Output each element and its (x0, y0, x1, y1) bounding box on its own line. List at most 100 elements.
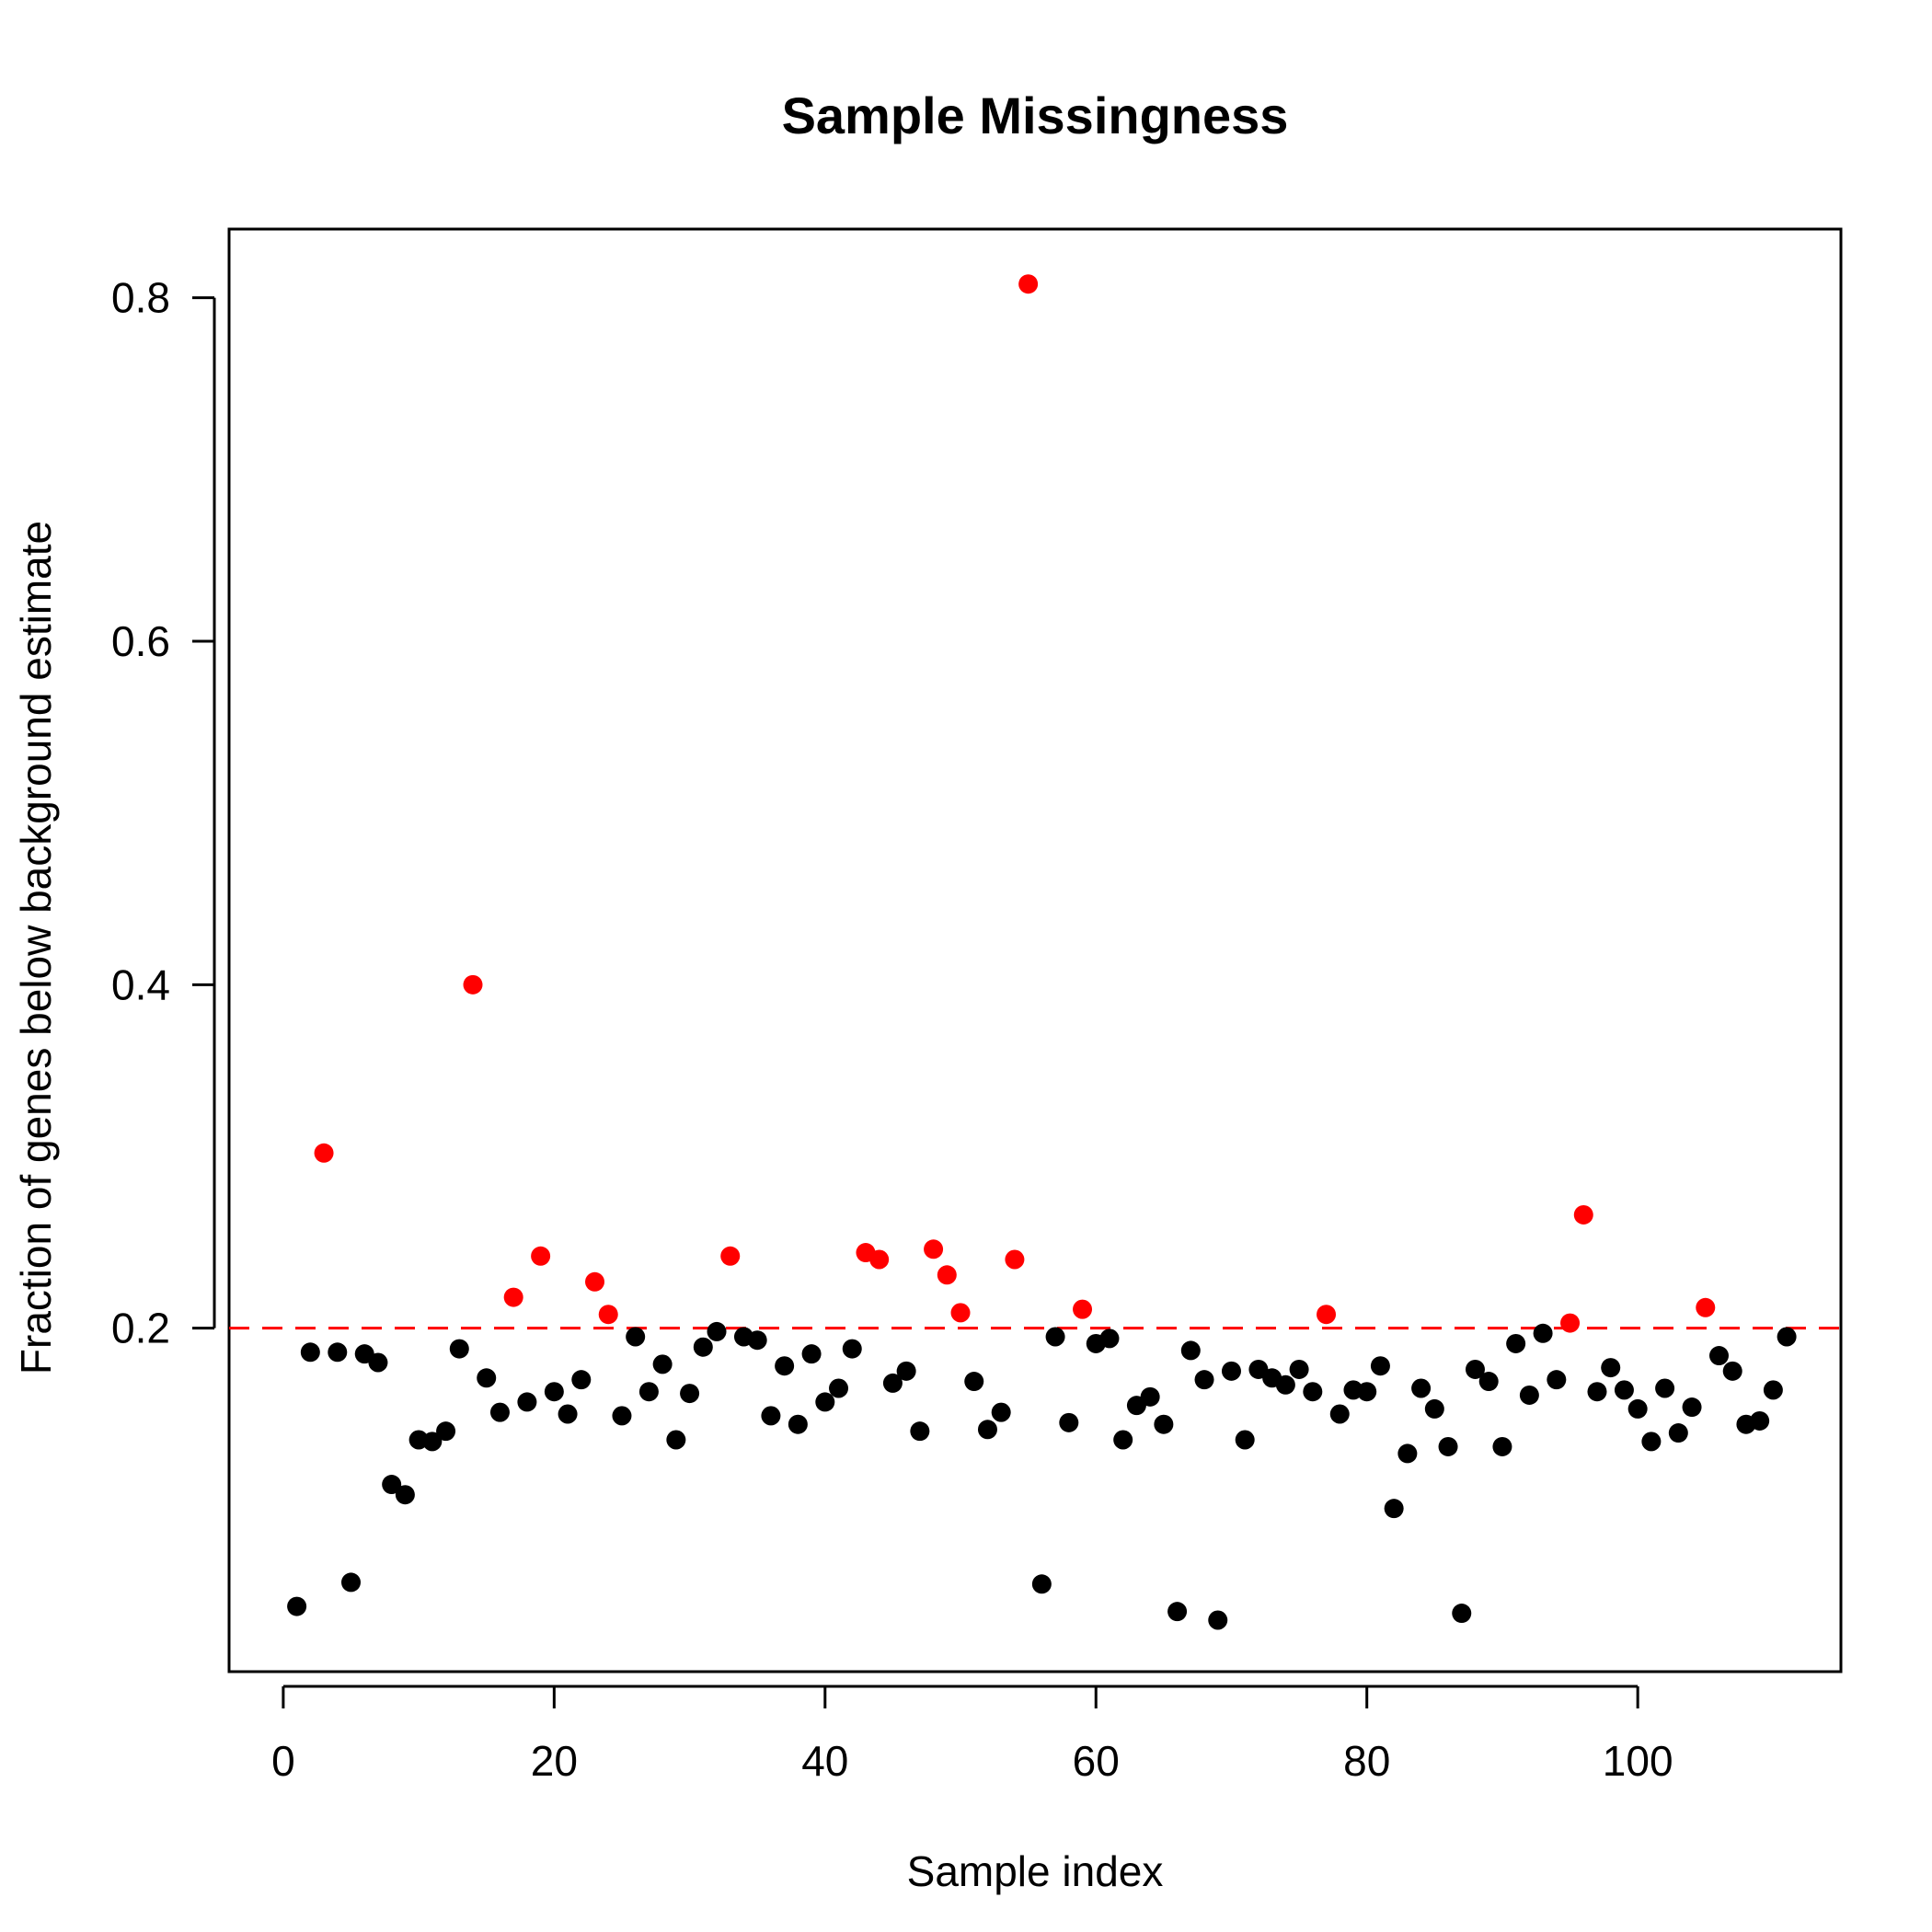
data-point (1573, 1204, 1593, 1225)
plot-frame (227, 227, 1843, 1673)
data-point (449, 1339, 469, 1359)
data-point (1614, 1380, 1634, 1400)
y-tick-label: 0.2 (111, 1305, 170, 1352)
data-point (693, 1337, 713, 1357)
data-point (463, 974, 483, 995)
data-point (328, 1342, 348, 1363)
data-point (1167, 1602, 1188, 1622)
data-point (1777, 1327, 1797, 1347)
data-point (1154, 1414, 1174, 1434)
data-point (1031, 1574, 1052, 1594)
x-tick-label: 60 (1073, 1737, 1120, 1785)
data-point (287, 1596, 307, 1616)
data-point (1059, 1412, 1079, 1432)
data-point (314, 1143, 334, 1163)
data-point (1099, 1328, 1120, 1349)
data-point (1438, 1436, 1458, 1456)
data-point (1235, 1430, 1255, 1450)
data-point (1194, 1370, 1214, 1390)
data-point (1465, 1359, 1485, 1379)
data-point (368, 1352, 388, 1373)
data-point (1113, 1430, 1133, 1450)
data-point (937, 1265, 957, 1285)
data-point (395, 1485, 415, 1505)
data-point (1384, 1499, 1404, 1519)
data-point (1208, 1610, 1228, 1630)
data-point (910, 1421, 930, 1442)
data-point (788, 1414, 808, 1434)
data-point (1303, 1382, 1323, 1402)
data-point (612, 1406, 632, 1426)
data-point (1560, 1313, 1581, 1333)
data-point (558, 1404, 578, 1424)
data-point (1533, 1323, 1553, 1343)
data-point (571, 1370, 592, 1390)
data-point (720, 1246, 741, 1266)
data-point (1763, 1380, 1783, 1400)
data-point (422, 1432, 443, 1452)
data-point (1750, 1410, 1770, 1431)
data-point (1722, 1361, 1742, 1381)
data-point (707, 1321, 727, 1341)
data-point (477, 1368, 497, 1388)
data-point (991, 1402, 1011, 1422)
data-point (489, 1402, 510, 1422)
x-tick-label: 80 (1343, 1737, 1390, 1785)
y-tick-label: 0.6 (111, 617, 170, 665)
data-point (531, 1246, 551, 1266)
data-point (950, 1303, 971, 1323)
data-point (1370, 1356, 1390, 1376)
data-point (544, 1382, 564, 1402)
data-point (1411, 1378, 1432, 1398)
y-tick-label: 0.8 (111, 274, 170, 322)
data-point (382, 1475, 402, 1495)
data-point (1587, 1382, 1607, 1402)
data-point (1329, 1404, 1350, 1424)
data-point (652, 1354, 673, 1374)
data-point (1478, 1372, 1499, 1392)
x-tick-label: 0 (271, 1737, 295, 1785)
data-point (1668, 1423, 1688, 1443)
data-point (503, 1287, 523, 1307)
data-point (1397, 1443, 1418, 1464)
data-point (1317, 1305, 1337, 1325)
data-point (747, 1330, 767, 1351)
data-point (341, 1572, 362, 1593)
data-point (626, 1327, 646, 1347)
data-point (1180, 1340, 1201, 1361)
data-point (598, 1305, 618, 1325)
data-point (1452, 1604, 1472, 1624)
y-tick-label: 0.4 (111, 960, 170, 1008)
data-point (517, 1392, 537, 1412)
data-point (977, 1420, 997, 1440)
data-point (1492, 1436, 1512, 1456)
y-axis-label: Fraction of genes below background estim… (12, 521, 60, 1374)
data-point (964, 1372, 984, 1392)
data-point (761, 1406, 781, 1426)
data-point (585, 1271, 605, 1292)
data-point (666, 1430, 686, 1450)
data-point (801, 1344, 822, 1364)
data-point (1655, 1378, 1675, 1398)
data-point (1641, 1432, 1662, 1452)
data-point (1045, 1327, 1065, 1347)
data-point (815, 1392, 835, 1412)
data-point (842, 1339, 862, 1359)
y-axis: 0.2 0.4 0.6 0.8 (111, 274, 216, 1352)
data-point (1289, 1359, 1309, 1379)
x-tick-label: 100 (1603, 1737, 1673, 1785)
data-point (1506, 1333, 1526, 1353)
data-point (680, 1384, 700, 1404)
data-point (1005, 1249, 1025, 1270)
data-point (638, 1382, 659, 1402)
data-point (1018, 274, 1039, 294)
data-point (1696, 1297, 1716, 1317)
data-point (896, 1361, 916, 1381)
data-point (829, 1378, 849, 1398)
data-point (1275, 1374, 1295, 1395)
data-point (1547, 1370, 1567, 1390)
data-point (1627, 1398, 1648, 1419)
data-points (287, 274, 1797, 1630)
data-point (436, 1421, 456, 1442)
